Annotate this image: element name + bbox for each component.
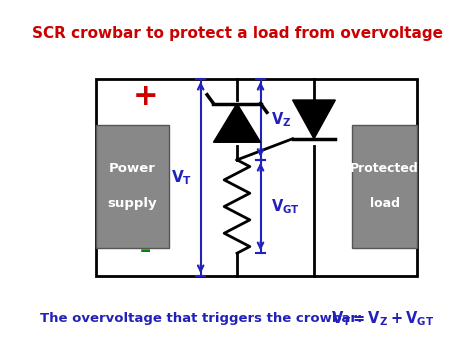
FancyBboxPatch shape: [353, 125, 417, 248]
Text: $\mathbf{V_Z}$: $\mathbf{V_Z}$: [271, 110, 292, 129]
Polygon shape: [213, 104, 261, 142]
Text: load: load: [370, 197, 400, 211]
Text: $\mathbf{V_{GT}}$: $\mathbf{V_{GT}}$: [271, 197, 300, 216]
Polygon shape: [292, 100, 335, 139]
Text: $\mathbf{V_T}$: $\mathbf{V_T}$: [171, 168, 192, 187]
Text: Protected: Protected: [350, 162, 419, 175]
Text: Power: Power: [109, 162, 155, 175]
Bar: [96, 79, 417, 276]
FancyBboxPatch shape: [96, 125, 169, 248]
Text: +: +: [132, 82, 158, 111]
Text: –: –: [139, 241, 151, 262]
Text: The overvoltage that triggers the crowbar:: The overvoltage that triggers the crowba…: [40, 312, 363, 325]
Text: supply: supply: [108, 197, 157, 211]
Text: SCR crowbar to protect a load from overvoltage: SCR crowbar to protect a load from overv…: [31, 26, 443, 40]
Text: $\mathbf{V_T = V_Z + V_{GT}}$: $\mathbf{V_T = V_Z + V_{GT}}$: [331, 309, 434, 328]
